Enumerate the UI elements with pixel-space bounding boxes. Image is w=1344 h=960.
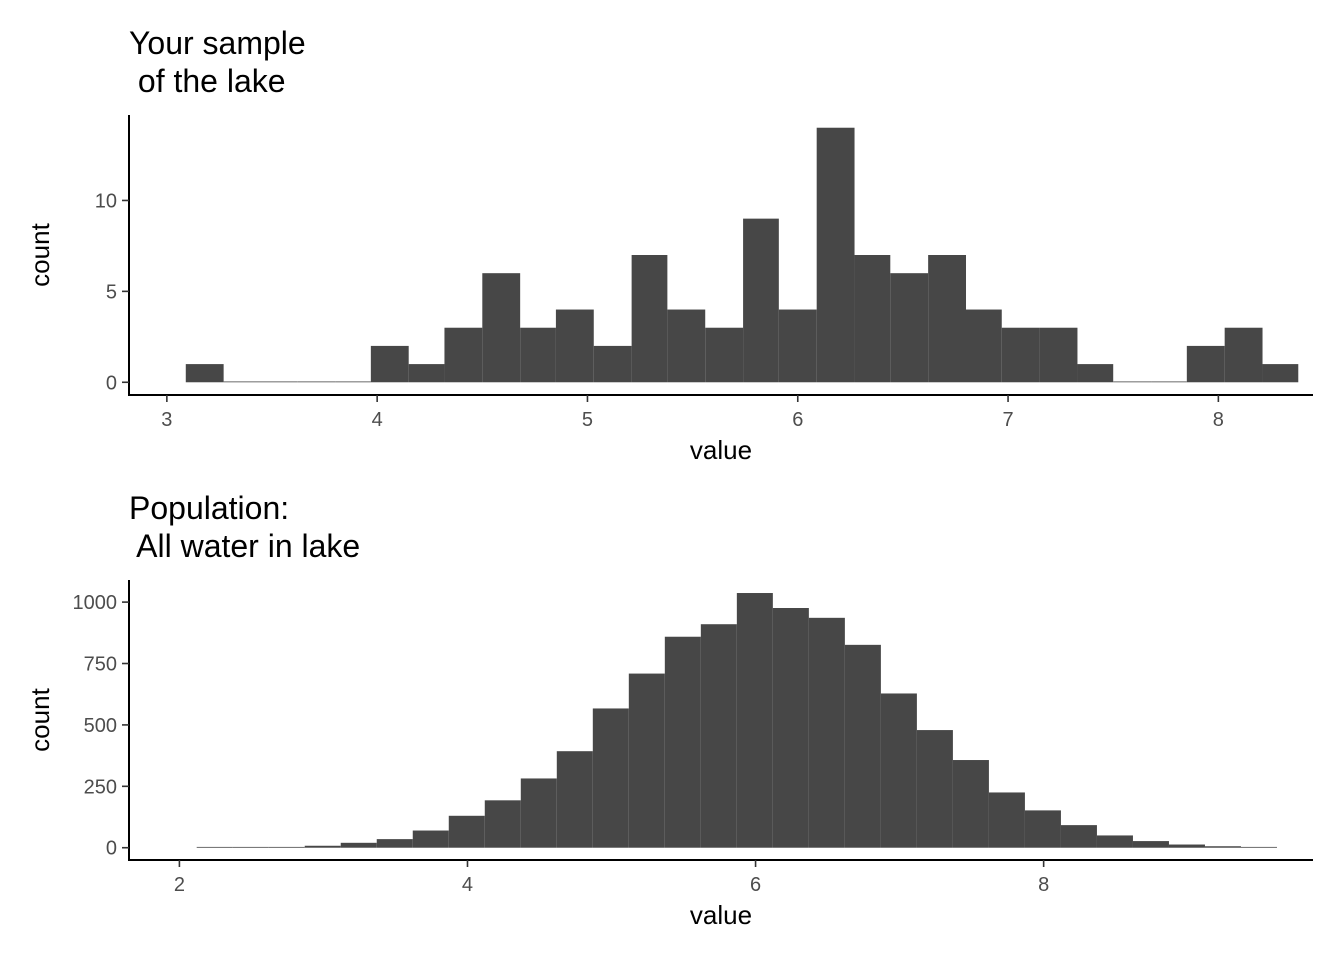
y-axis-title: count	[25, 222, 55, 286]
histogram-bar	[705, 327, 744, 383]
histogram-bar	[520, 327, 556, 383]
y-tick-label: 250	[84, 776, 117, 798]
histogram-bar	[778, 309, 817, 383]
sample-chart-title: Your sample of the lake	[129, 25, 306, 99]
histogram-bar	[928, 255, 967, 383]
x-tick-label: 4	[462, 874, 473, 896]
histogram-bar	[1224, 327, 1263, 383]
histogram-bar	[1240, 846, 1277, 848]
x-tick-label: 3	[161, 409, 172, 431]
x-tick-label: 8	[1038, 874, 1049, 896]
histogram-bar	[408, 364, 445, 383]
sample-histogram: 3 4 5 6 7 8 0 5 10 value count	[25, 115, 1313, 465]
histogram-bar	[1096, 835, 1133, 848]
histogram-bar	[376, 839, 413, 848]
histogram-bar	[1113, 381, 1152, 383]
histogram-bar	[1151, 381, 1187, 383]
histogram-bar	[1204, 846, 1241, 848]
histogram-bar	[736, 593, 773, 848]
x-tick-label: 6	[750, 874, 761, 896]
histogram-bar	[1060, 825, 1097, 848]
histogram-bar	[484, 800, 521, 848]
x-tick-label: 5	[582, 409, 593, 431]
histogram-bar	[335, 381, 371, 383]
histogram-bar	[370, 345, 409, 383]
histogram-bar	[966, 309, 1002, 383]
histogram-bar	[772, 608, 809, 848]
histogram-bar	[593, 345, 632, 383]
histogram-bar	[631, 255, 668, 383]
x-axis-title: value	[690, 900, 752, 930]
histogram-bar	[1077, 364, 1114, 383]
y-tick-label: 0	[106, 838, 117, 860]
population-histogram: 2 4 6 8 0 250 500 750 1000 value count	[25, 580, 1313, 930]
histogram-bar	[1001, 327, 1040, 383]
histogram-bar	[667, 309, 706, 383]
histogram-bar	[916, 730, 953, 848]
x-axis-title: value	[690, 435, 752, 465]
histogram-bar	[482, 273, 521, 383]
histogram-bar	[268, 846, 305, 848]
histogram-bar	[223, 381, 262, 383]
histogram-bar	[880, 693, 917, 848]
histogram-bar	[261, 381, 298, 383]
histogram-bar	[854, 255, 891, 383]
histogram-bar	[1132, 841, 1169, 848]
histogram-bar	[743, 218, 779, 383]
x-tick-label: 8	[1213, 409, 1224, 431]
histogram-bar	[1168, 844, 1205, 848]
histogram-bar	[196, 846, 233, 848]
histogram-bar	[808, 617, 845, 848]
histogram-bar	[555, 309, 594, 383]
histogram-bar	[340, 842, 377, 848]
histogram-bar	[444, 327, 483, 383]
histogram-bar	[185, 364, 224, 383]
histogram-bar	[1186, 345, 1225, 383]
y-tick-label: 5	[106, 281, 117, 303]
histogram-bar	[232, 846, 269, 848]
y-tick-label: 1000	[73, 592, 118, 614]
histogram-bar	[592, 708, 629, 848]
y-tick-label: 750	[84, 654, 117, 676]
histogram-bar	[700, 624, 737, 848]
histogram-bar	[412, 830, 449, 848]
histogram-bar	[520, 778, 557, 848]
histogram-bar	[890, 273, 929, 383]
histogram-bar	[448, 815, 485, 848]
histogram-bar	[304, 845, 341, 848]
histogram-bar	[628, 673, 665, 848]
histogram-bar	[556, 751, 593, 848]
histogram-bar	[1262, 364, 1299, 383]
histogram-bar	[816, 127, 855, 383]
y-tick-label: 10	[95, 190, 117, 212]
x-tick-label: 4	[372, 409, 383, 431]
x-tick-label: 7	[1002, 409, 1013, 431]
population-chart-title: Population: All water in lake	[129, 490, 361, 564]
y-tick-label: 0	[106, 372, 117, 394]
histogram-bar	[664, 636, 701, 848]
y-axis-title: count	[25, 687, 55, 751]
histogram-bar	[844, 644, 881, 848]
histogram-bar	[1039, 327, 1078, 383]
x-tick-label: 6	[792, 409, 803, 431]
histogram-bar	[297, 381, 336, 383]
x-tick-label: 2	[174, 874, 185, 896]
histogram-bar	[988, 792, 1025, 848]
y-tick-label: 500	[84, 715, 117, 737]
histogram-bar	[952, 760, 989, 848]
histogram-bar	[1024, 810, 1061, 848]
